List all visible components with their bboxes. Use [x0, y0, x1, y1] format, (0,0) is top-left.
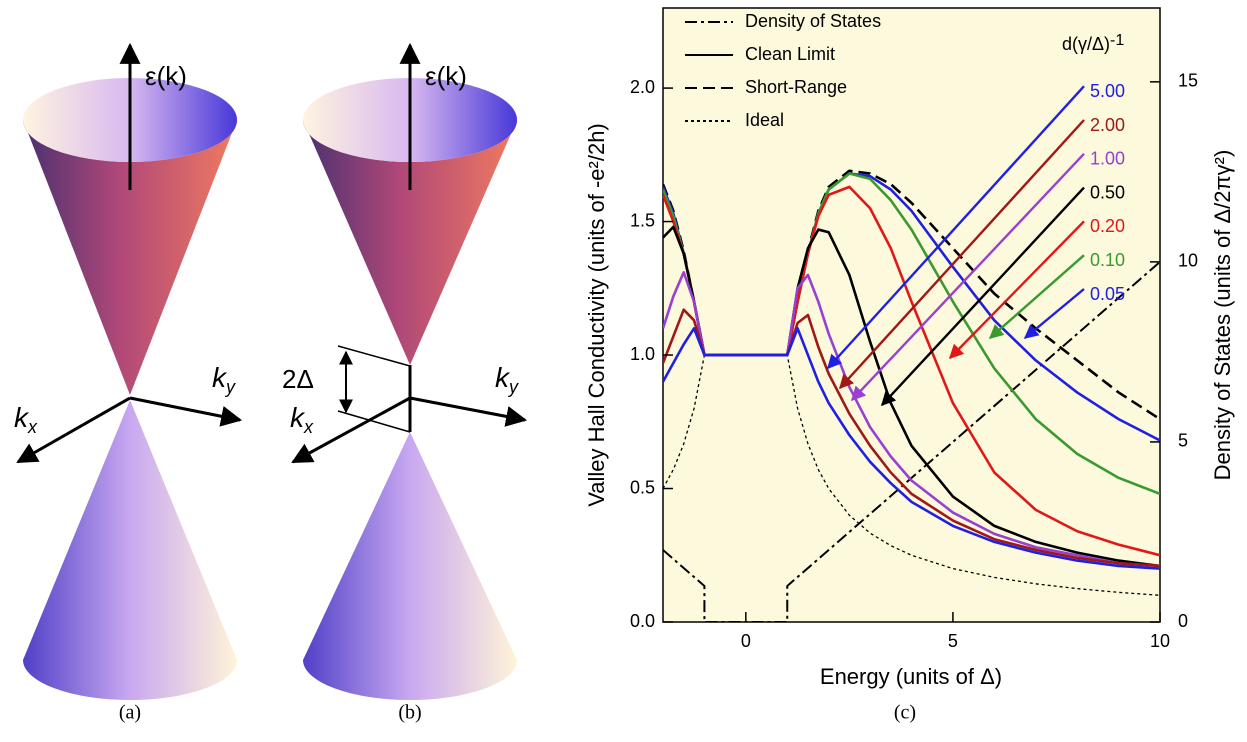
x-axis-label: Energy (units of Δ) — [820, 664, 1002, 689]
kx-label: kx — [290, 402, 314, 436]
ky-sub: y — [224, 377, 236, 397]
series-label: 0.10 — [1090, 250, 1125, 270]
x-tick-label: 10 — [1150, 631, 1170, 651]
series-label: 2.00 — [1090, 115, 1125, 135]
series-arrow — [948, 220, 1085, 360]
series-arrow — [988, 254, 1085, 339]
series-label: 0.50 — [1090, 182, 1125, 202]
panel-b: 2Δ ε(k) kx ky (b) — [282, 42, 528, 724]
panel-label: (a) — [119, 702, 141, 724]
kx-label: kx — [14, 402, 38, 436]
kx-sub: x — [27, 417, 38, 437]
kx-text: k — [290, 402, 306, 433]
cone-lower — [23, 400, 237, 700]
y2-tick-label: 15 — [1178, 71, 1198, 91]
energy-label: ε(k) — [425, 61, 467, 91]
panel-label: (b) — [398, 702, 421, 724]
y-tick-label: 0.5 — [630, 477, 655, 497]
kx-sub: x — [303, 417, 314, 437]
plot-area — [662, 7, 1161, 623]
ky-text: k — [495, 362, 511, 393]
axis-kx — [16, 396, 131, 464]
title-sup: -1 — [1110, 32, 1124, 49]
series-label: 0.20 — [1090, 216, 1125, 236]
series-line — [663, 270, 1160, 568]
y-tick-label: 0.0 — [630, 611, 655, 631]
y-tick-label: 1.0 — [630, 344, 655, 364]
axis-ky — [409, 396, 528, 427]
gap-label: 2Δ — [282, 364, 314, 394]
ky-label: ky — [212, 362, 236, 396]
x-tick-label: 0 — [741, 631, 751, 651]
y2-tick-label: 5 — [1178, 431, 1188, 451]
series-line — [663, 354, 1160, 596]
axis-kx — [291, 396, 411, 464]
y-tick-label: 1.5 — [630, 210, 655, 230]
legend-label: Density of States — [745, 11, 881, 31]
series-line — [663, 327, 1160, 570]
y2-axis-label: Density of States (units of Δ/2πγ²) — [1210, 150, 1235, 481]
series-arrow — [839, 119, 1085, 390]
legend-label: Clean Limit — [745, 44, 835, 64]
legend-label: Ideal — [745, 110, 784, 130]
series-arrow — [851, 152, 1085, 402]
cone-upper — [23, 120, 237, 395]
x-tick-label: 5 — [948, 631, 958, 651]
series-label: 1.00 — [1090, 149, 1125, 169]
series-legend-title: d(γ/Δ)-1 — [1062, 32, 1124, 54]
curves — [663, 169, 1160, 622]
gap-guide — [337, 410, 411, 433]
panel-label: (c) — [894, 702, 916, 724]
legend-label: Short-Range — [745, 77, 847, 97]
y2-tick-label: 10 — [1178, 251, 1198, 271]
axis-ky — [129, 396, 243, 427]
y-tick-label: 2.0 — [630, 77, 655, 97]
series-label: 5.00 — [1090, 81, 1125, 101]
series-label: 0.05 — [1090, 284, 1125, 304]
panel-a: ε(k) kx ky (a) — [14, 42, 243, 724]
series-arrow — [1023, 288, 1085, 339]
kx-text: k — [14, 402, 30, 433]
cone-upper — [303, 120, 517, 365]
title-text: d(γ/Δ) — [1062, 34, 1110, 54]
series-arrow — [881, 186, 1085, 407]
cone-lower — [303, 432, 517, 700]
y-axis-label: Valley Hall Conductivity (units of -e²/2… — [584, 123, 609, 507]
ky-sub: y — [507, 377, 519, 397]
energy-label: ε(k) — [145, 61, 187, 91]
series-arrow — [827, 85, 1085, 370]
series-line — [663, 261, 1160, 622]
ky-text: k — [212, 362, 228, 393]
ky-label: ky — [495, 362, 519, 396]
y2-tick-label: 0 — [1178, 611, 1188, 631]
gap-guide — [337, 345, 411, 367]
